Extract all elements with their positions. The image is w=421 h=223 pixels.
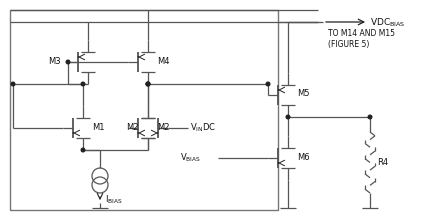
- Circle shape: [368, 115, 372, 119]
- Text: M5: M5: [297, 89, 309, 99]
- Text: M3: M3: [48, 56, 61, 66]
- Text: (FIGURE 5): (FIGURE 5): [328, 39, 369, 48]
- Text: R4: R4: [377, 158, 388, 167]
- Text: M4: M4: [157, 56, 170, 66]
- Circle shape: [286, 115, 290, 119]
- Circle shape: [11, 82, 15, 86]
- Text: TO M14 AND M15: TO M14 AND M15: [328, 29, 395, 39]
- Text: I$_{\mathregular{BIAS}}$: I$_{\mathregular{BIAS}}$: [105, 194, 123, 206]
- Circle shape: [146, 82, 150, 86]
- Circle shape: [81, 82, 85, 86]
- Text: V$_{\mathregular{BIAS}}$: V$_{\mathregular{BIAS}}$: [180, 152, 201, 164]
- Circle shape: [81, 148, 85, 152]
- Text: M2: M2: [157, 122, 170, 132]
- Circle shape: [266, 82, 270, 86]
- Text: M1: M1: [92, 122, 104, 132]
- Circle shape: [146, 82, 150, 86]
- Text: VDC$_{\mathregular{BIAS}}$: VDC$_{\mathregular{BIAS}}$: [370, 17, 405, 29]
- Text: M2: M2: [126, 122, 139, 132]
- Circle shape: [146, 82, 150, 86]
- Bar: [10, 10, 278, 210]
- Text: V$_{\mathregular{IN}}$DC: V$_{\mathregular{IN}}$DC: [190, 122, 216, 134]
- Text: M6: M6: [297, 153, 309, 161]
- Circle shape: [66, 60, 70, 64]
